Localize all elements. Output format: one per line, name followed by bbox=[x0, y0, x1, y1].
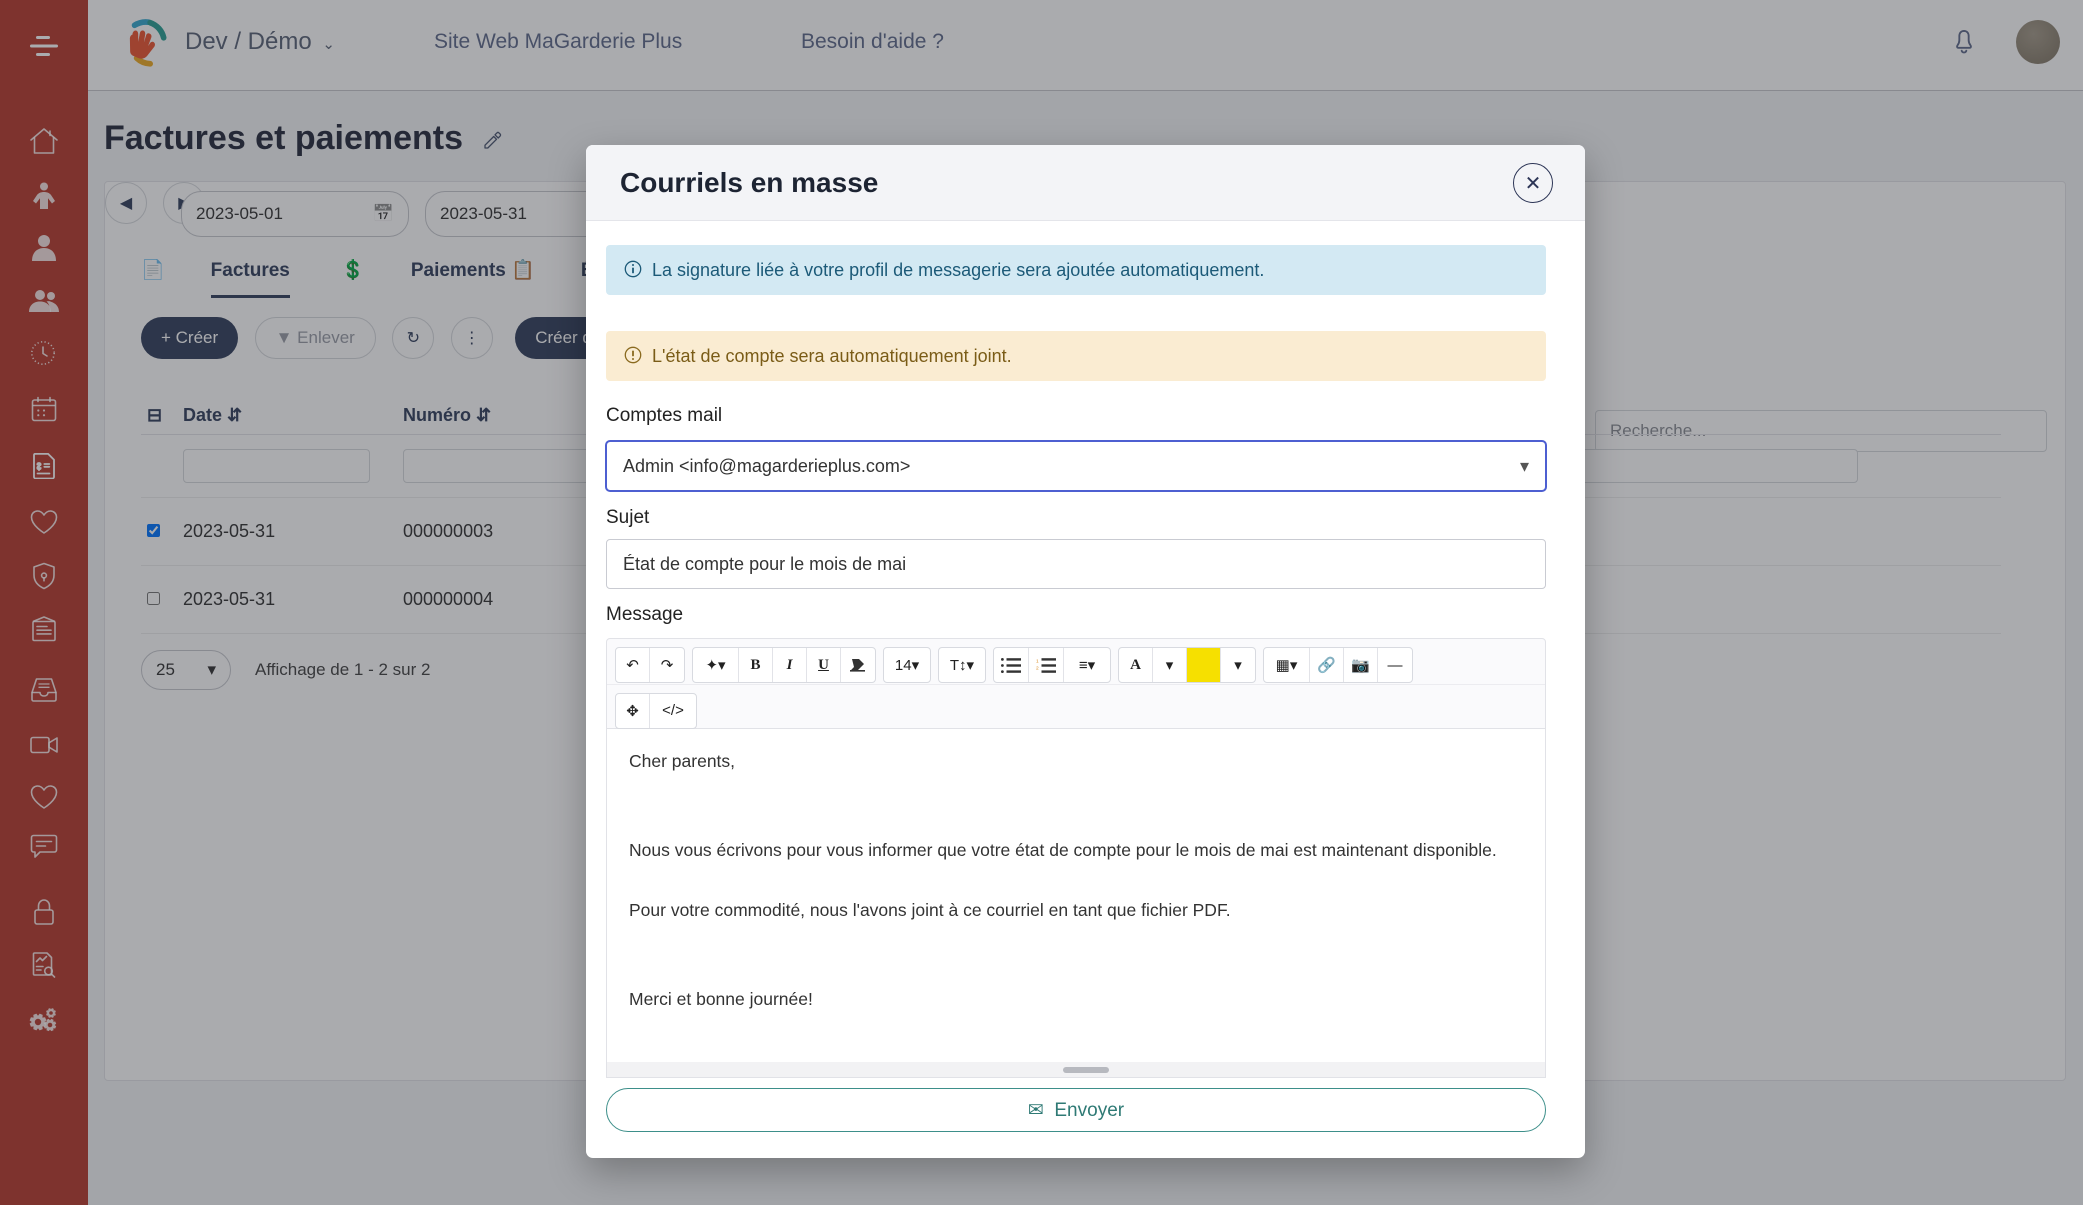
svg-text:1: 1 bbox=[1036, 658, 1039, 664]
svg-text:2: 2 bbox=[1036, 665, 1039, 671]
